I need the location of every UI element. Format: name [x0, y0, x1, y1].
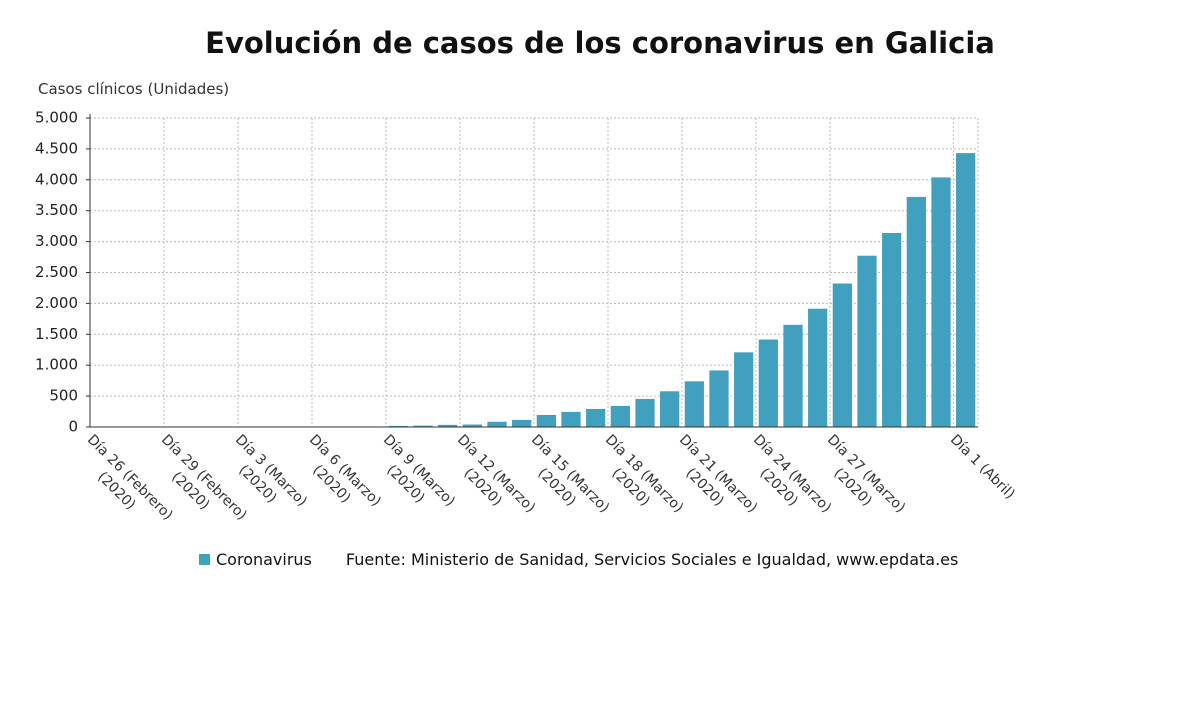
bar — [610, 405, 630, 427]
y-tick-label: 4.000 — [35, 170, 78, 188]
legend: Coronavirus Fuente: Ministerio de Sanida… — [199, 550, 958, 569]
y-tick-label: 2.500 — [35, 263, 78, 281]
y-tick-label: 3.000 — [35, 232, 78, 250]
bar — [561, 411, 581, 427]
bar — [462, 424, 482, 427]
bar — [660, 391, 680, 427]
bar — [635, 398, 655, 427]
bar — [906, 196, 926, 427]
y-tick-label: 500 — [49, 387, 78, 405]
bar — [586, 408, 606, 427]
y-tick-label: 0 — [68, 418, 78, 436]
bar — [956, 153, 976, 427]
bar — [734, 352, 754, 427]
legend-swatch — [199, 554, 210, 565]
bar — [536, 414, 556, 427]
y-tick-label: 4.500 — [35, 139, 78, 157]
bar — [857, 255, 877, 427]
chart-title: Evolución de casos de los coronavirus en… — [205, 26, 995, 60]
bar — [931, 177, 951, 427]
bar — [783, 324, 803, 427]
source: Fuente: Ministerio de Sanidad, Servicios… — [345, 550, 959, 569]
bar — [808, 308, 828, 427]
bar — [413, 425, 433, 427]
y-tick-label: 3.500 — [35, 201, 78, 219]
bar — [487, 421, 507, 427]
y-tick-label: 1.000 — [35, 356, 78, 374]
bar — [709, 370, 729, 427]
bar — [758, 339, 778, 427]
bar — [438, 424, 458, 427]
bar — [512, 419, 532, 427]
bar — [832, 283, 852, 427]
y-axis-label: Casos clínicos (Unidades) — [38, 80, 230, 98]
legend-label: Coronavirus — [216, 550, 312, 569]
y-tick-label: 1.500 — [35, 325, 78, 343]
y-tick-label: 5.000 — [35, 109, 78, 127]
bar — [684, 381, 704, 427]
bar — [388, 425, 408, 427]
bar — [882, 233, 902, 427]
y-tick-label: 2.000 — [35, 294, 78, 312]
